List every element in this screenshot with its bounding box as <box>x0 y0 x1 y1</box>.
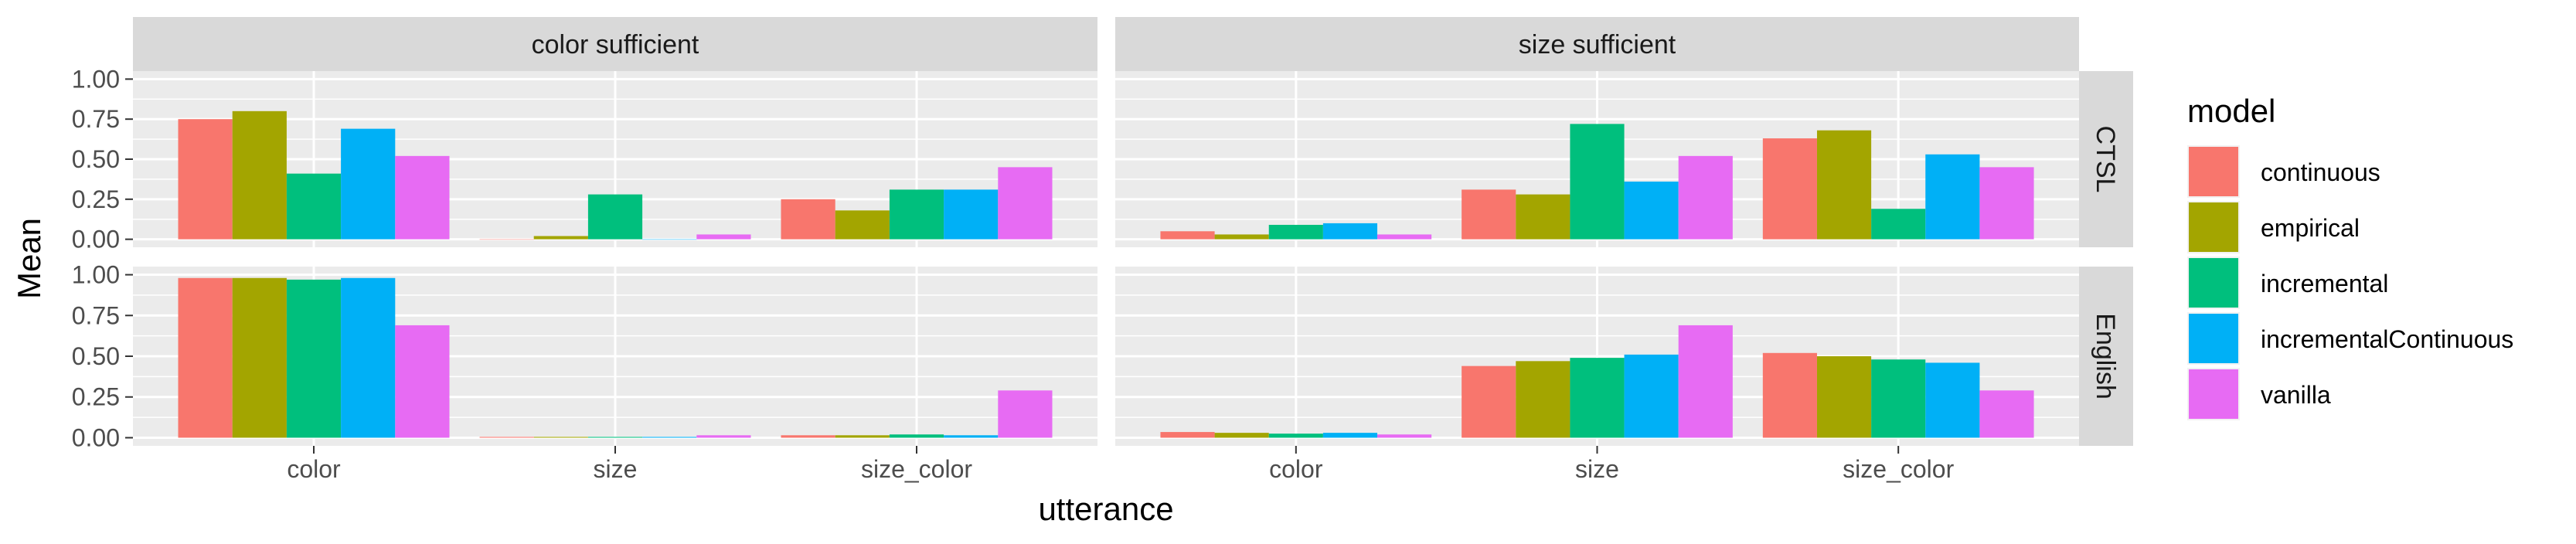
legend-label-vanilla: vanilla <box>2261 381 2331 409</box>
bar-empirical <box>232 277 287 438</box>
y-tick-label: 0.75 <box>72 301 120 329</box>
bar-empirical <box>1816 356 1872 438</box>
bar-empirical <box>1516 194 1570 240</box>
bar-empirical <box>533 236 588 240</box>
y-tick-label: 0.50 <box>72 342 120 370</box>
y-tick-label: 1.00 <box>72 261 120 289</box>
x-axis-title: utterance <box>1038 491 1173 527</box>
y-tick-label: 1.00 <box>72 65 120 93</box>
bar-incrementalContinuous <box>1322 433 1378 438</box>
bar-continuous <box>781 199 835 240</box>
bar-continuous <box>1160 231 1215 240</box>
bar-continuous <box>1462 189 1516 240</box>
bar-vanilla <box>1377 434 1432 438</box>
bar-incremental <box>286 173 342 240</box>
bar-incremental <box>1871 359 1926 438</box>
y-tick-label: 0.25 <box>72 383 120 411</box>
bar-vanilla <box>696 234 751 240</box>
bar-empirical <box>1214 433 1269 438</box>
bar-empirical <box>835 210 890 240</box>
bar-incrementalContinuous <box>1624 182 1679 240</box>
bar-vanilla <box>395 325 450 438</box>
bar-empirical <box>1816 130 1872 240</box>
legend-swatch-vanilla <box>2189 369 2238 419</box>
bar-incrementalContinuous <box>1322 223 1378 240</box>
x-tick-label: size_color <box>1843 455 1954 483</box>
bar-incrementalContinuous <box>1925 154 1980 240</box>
x-tick-label: color <box>1269 455 1323 483</box>
facet-strip-row <box>2079 267 2133 446</box>
bar-empirical <box>1214 234 1269 240</box>
bar-continuous <box>178 119 233 240</box>
bar-vanilla <box>998 390 1053 438</box>
facet-strip-col <box>133 17 1097 71</box>
bar-incremental <box>1268 434 1323 438</box>
facet-strip-row-label: CTSL <box>2091 126 2120 193</box>
bar-vanilla <box>1979 390 2034 438</box>
bar-incremental <box>1570 124 1625 240</box>
bar-incrementalContinuous <box>944 435 999 438</box>
y-axis-title: Mean <box>11 218 47 299</box>
facet-strip-row <box>2079 71 2133 247</box>
bar-incremental <box>889 434 944 438</box>
bar-vanilla <box>395 155 450 240</box>
bar-vanilla <box>1377 234 1432 240</box>
bar-vanilla <box>1678 155 1733 240</box>
bar-empirical <box>1516 361 1570 438</box>
legend-swatch-empirical <box>2189 202 2238 252</box>
bar-empirical <box>835 435 890 438</box>
legend-title: model <box>2187 93 2275 129</box>
bar-incrementalContinuous <box>341 277 396 438</box>
bar-vanilla <box>1678 325 1733 438</box>
x-tick-label: size_color <box>861 455 972 483</box>
facet-strip-col-label: size sufficient <box>1519 30 1676 60</box>
bar-incremental <box>286 279 342 438</box>
bar-continuous <box>1462 366 1516 438</box>
facet-strip-col <box>1115 17 2079 71</box>
facet-strip-col-label: color sufficient <box>532 30 699 60</box>
bar-continuous <box>781 435 835 438</box>
bar-incrementalContinuous <box>341 128 396 240</box>
legend-label-incrementalContinuous: incrementalContinuous <box>2261 325 2513 353</box>
x-tick-label: size <box>594 455 638 483</box>
y-tick-label: 0.00 <box>72 226 120 253</box>
bar-incremental <box>1268 224 1323 240</box>
y-tick-label: 0.50 <box>72 145 120 173</box>
bar-incremental <box>587 194 643 240</box>
bar-incrementalContinuous <box>944 189 999 240</box>
bar-incremental <box>889 189 944 240</box>
bar-incremental <box>1570 358 1625 438</box>
legend-label-empirical: empirical <box>2261 214 2360 242</box>
bar-continuous <box>1762 138 1817 240</box>
legend-swatch-incrementalContinuous <box>2189 314 2238 363</box>
bar-incremental <box>1871 209 1926 240</box>
y-tick-label: 0.75 <box>72 105 120 133</box>
legend-swatch-continuous <box>2189 147 2238 196</box>
bar-vanilla <box>1979 167 2034 240</box>
bar-vanilla <box>998 167 1053 240</box>
y-tick-label: 0.00 <box>72 423 120 451</box>
facet-strip-row-label: English <box>2091 313 2120 400</box>
bar-incrementalContinuous <box>1624 354 1679 438</box>
legend-label-incremental: incremental <box>2261 270 2388 298</box>
legend-swatch-incremental <box>2189 258 2238 308</box>
y-tick-label: 0.25 <box>72 185 120 213</box>
x-tick-label: color <box>287 455 341 483</box>
x-tick-label: size <box>1575 455 1619 483</box>
bar-empirical <box>232 110 287 240</box>
bar-vanilla <box>696 435 751 438</box>
legend-label-continuous: continuous <box>2261 158 2380 186</box>
bar-continuous <box>178 277 233 438</box>
bar-continuous <box>1762 352 1817 438</box>
bar-incrementalContinuous <box>1925 362 1980 438</box>
bar-continuous <box>1160 432 1215 438</box>
